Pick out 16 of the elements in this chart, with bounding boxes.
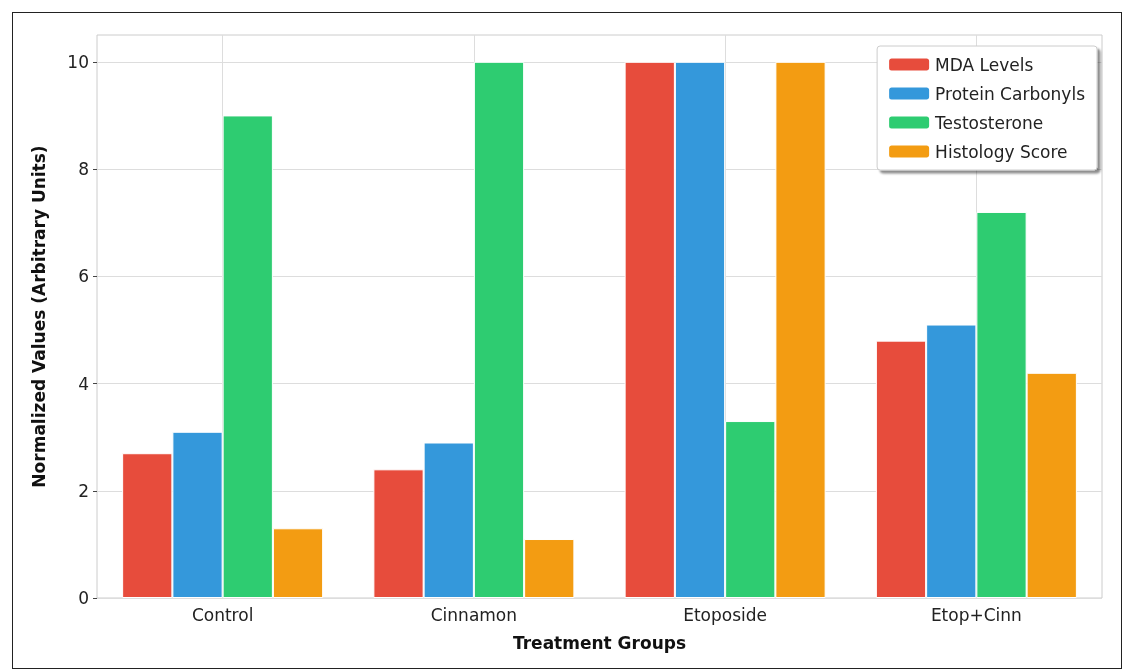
y-tick-label: 4 xyxy=(78,373,89,394)
x-tick-label: Cinnamon xyxy=(430,604,518,625)
legend-label: Protein Carbonyls xyxy=(935,83,1086,104)
legend-label: MDA Levels xyxy=(935,54,1034,75)
y-tick-label: 2 xyxy=(78,480,89,501)
x-tick-label: Control xyxy=(191,604,254,625)
y-tick-label: 0 xyxy=(78,588,89,608)
legend-label: Histology Score xyxy=(935,141,1068,162)
y-axis-title: Normalized Values (Arbitrary Units) xyxy=(28,145,49,488)
x-tick-label: Etoposide xyxy=(683,604,768,625)
x-axis-title: Treatment Groups xyxy=(512,632,687,653)
y-tick-label: 8 xyxy=(78,159,89,180)
y-tick-label: 10 xyxy=(67,51,89,72)
y-tick-label: 6 xyxy=(78,266,89,287)
legend-label: Testosterone xyxy=(934,112,1044,133)
x-tick-label: Etop+Cinn xyxy=(930,604,1022,625)
